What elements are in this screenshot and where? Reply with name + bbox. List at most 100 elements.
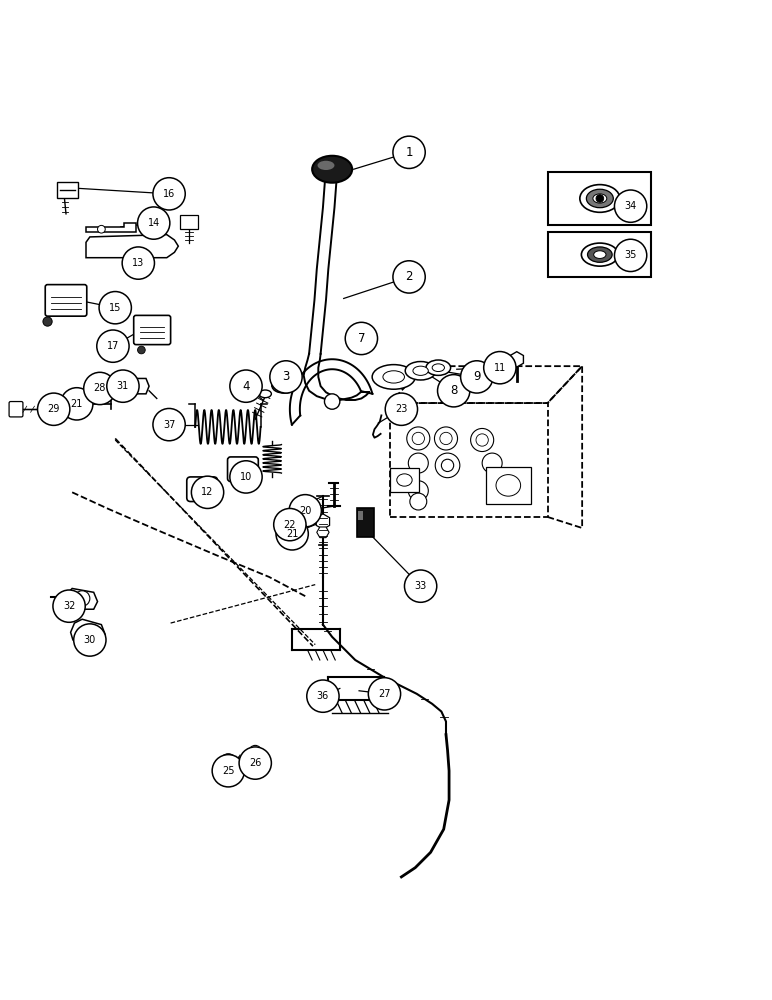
Text: 16: 16 [163, 189, 175, 199]
Ellipse shape [432, 364, 445, 372]
Text: 2: 2 [405, 270, 413, 283]
Bar [180, 215, 198, 229]
Bar [486, 467, 530, 504]
Circle shape [393, 261, 425, 293]
Circle shape [230, 370, 262, 402]
Circle shape [461, 361, 493, 393]
Circle shape [408, 453, 428, 473]
Ellipse shape [372, 365, 415, 389]
Text: 34: 34 [625, 201, 637, 211]
Ellipse shape [312, 156, 352, 183]
Circle shape [596, 195, 604, 202]
Circle shape [368, 678, 401, 710]
Polygon shape [86, 235, 178, 258]
Circle shape [53, 590, 85, 622]
Ellipse shape [413, 366, 428, 375]
Ellipse shape [594, 251, 606, 258]
Ellipse shape [278, 373, 291, 381]
Text: 31: 31 [117, 381, 129, 391]
Circle shape [137, 207, 170, 239]
FancyBboxPatch shape [46, 285, 86, 316]
Text: 21: 21 [70, 399, 83, 409]
Text: 3: 3 [283, 370, 290, 383]
Polygon shape [86, 223, 136, 232]
Circle shape [122, 247, 154, 279]
Ellipse shape [273, 370, 296, 384]
Text: 23: 23 [395, 404, 408, 414]
Circle shape [306, 680, 339, 712]
Polygon shape [70, 619, 105, 642]
Circle shape [74, 591, 90, 606]
Bar [357, 508, 374, 537]
Text: 4: 4 [242, 380, 250, 393]
FancyBboxPatch shape [134, 315, 171, 345]
Text: 7: 7 [357, 332, 365, 345]
Bar [57, 182, 78, 198]
Ellipse shape [405, 362, 436, 380]
Ellipse shape [317, 161, 334, 170]
Bar [390, 468, 419, 492]
Circle shape [484, 352, 516, 384]
Text: 35: 35 [625, 250, 637, 260]
Polygon shape [112, 378, 149, 394]
Circle shape [615, 190, 647, 222]
Text: 17: 17 [107, 341, 119, 351]
Circle shape [212, 755, 245, 787]
Circle shape [385, 393, 418, 425]
Text: 33: 33 [415, 581, 427, 591]
Ellipse shape [259, 390, 272, 398]
Text: 26: 26 [249, 758, 262, 768]
Circle shape [191, 476, 224, 508]
Text: 28: 28 [93, 383, 106, 393]
Circle shape [442, 459, 454, 472]
Circle shape [407, 427, 430, 450]
Circle shape [276, 518, 308, 550]
Text: 25: 25 [222, 766, 235, 776]
Text: 20: 20 [299, 506, 311, 516]
Text: 12: 12 [201, 487, 214, 497]
Bar [358, 511, 363, 520]
Text: 27: 27 [378, 689, 391, 699]
Circle shape [274, 508, 306, 541]
Circle shape [237, 463, 249, 475]
Circle shape [435, 453, 460, 478]
Text: 22: 22 [283, 520, 296, 530]
Circle shape [289, 495, 321, 527]
Circle shape [270, 361, 302, 393]
Circle shape [405, 570, 437, 602]
Circle shape [345, 322, 378, 355]
Text: 8: 8 [450, 384, 457, 397]
Ellipse shape [581, 243, 618, 266]
Circle shape [412, 432, 425, 445]
Ellipse shape [587, 189, 613, 208]
Circle shape [408, 481, 428, 501]
Text: 9: 9 [473, 370, 480, 383]
Text: 36: 36 [317, 691, 329, 701]
Ellipse shape [587, 247, 612, 262]
Circle shape [471, 428, 493, 452]
Circle shape [410, 493, 427, 510]
FancyBboxPatch shape [187, 477, 218, 502]
Circle shape [73, 624, 106, 656]
Circle shape [61, 388, 93, 420]
Text: 15: 15 [109, 303, 121, 313]
Circle shape [435, 427, 458, 450]
Bar [547, 172, 652, 225]
Ellipse shape [426, 360, 451, 375]
Text: 21: 21 [286, 529, 298, 539]
Text: 11: 11 [494, 363, 506, 373]
Text: 10: 10 [240, 472, 252, 482]
Circle shape [43, 317, 52, 326]
Circle shape [393, 136, 425, 168]
Circle shape [324, 394, 340, 409]
Circle shape [81, 625, 95, 639]
Circle shape [476, 434, 489, 446]
Circle shape [482, 453, 502, 473]
Circle shape [230, 461, 262, 493]
Circle shape [221, 754, 236, 769]
FancyBboxPatch shape [228, 457, 259, 482]
Circle shape [440, 432, 452, 445]
Ellipse shape [593, 194, 607, 203]
Circle shape [153, 408, 185, 441]
Circle shape [196, 483, 208, 495]
